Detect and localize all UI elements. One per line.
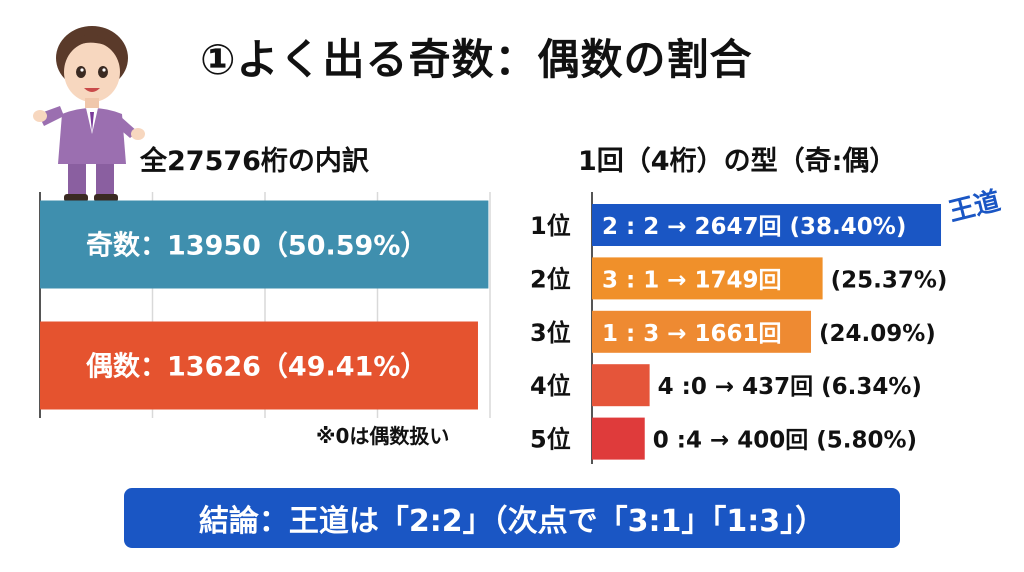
page-title: ①よく出る奇数：偶数の割合 xyxy=(200,35,753,84)
conclusion-banner: 結論：王道は「2:2」（次点で「3:1」「1:3」） xyxy=(124,488,900,548)
bar-outside-label: (24.09%) xyxy=(819,321,936,347)
pattern-ranking-chart: 1位 2 : 2 → 2647回 (38.40%) 2位 3 : 1 → 1749回 (… xyxy=(520,192,970,464)
data-label: 偶数：13626（49.41%） xyxy=(86,352,427,383)
bar-outside-label: 0 :4 → 400回 (5.80%) xyxy=(653,428,917,454)
royal-road-badge: 王道 xyxy=(945,186,1004,228)
bar-rank-4 xyxy=(592,364,650,407)
bar-inside-label: 2 : 2 → 2647回 (38.40%) xyxy=(602,214,906,240)
rank-label: 3位 xyxy=(530,319,571,347)
bar-rank-1 xyxy=(592,204,942,246)
bar-rank-3 xyxy=(592,310,812,353)
bar-outside-label: (25.37%) xyxy=(831,267,948,293)
bar-even xyxy=(40,321,478,410)
bar-outside-label: 4 :0 → 437回 (6.34%) xyxy=(658,374,922,400)
bar-rank-5 xyxy=(592,417,645,460)
data-label: 奇数：13950（50.59%） xyxy=(86,231,427,262)
right-chart-subtitle: 1回（4桁）の型（奇:偶） xyxy=(578,146,897,177)
rank-label: 5位 xyxy=(530,426,571,454)
rank-label: 4位 xyxy=(530,372,571,400)
odd-even-total-chart: 奇数：13950（50.59%） 偶数：13626（49.41%） xyxy=(36,192,506,418)
left-chart-subtitle: 全27576桁の内訳 xyxy=(140,146,369,177)
rank-label: 2位 xyxy=(530,265,571,293)
rank-label: 1位 xyxy=(530,212,571,240)
mascot-illustration xyxy=(30,14,150,204)
bar-inside-label: 3 : 1 → 1749回 xyxy=(602,267,782,293)
bar-rank-2 xyxy=(592,257,823,300)
bar-inside-label: 1 : 3 → 1661回 xyxy=(602,321,782,347)
zero-even-note: ※0は偶数扱い xyxy=(316,424,450,448)
conclusion-text: 結論：王道は「2:2」（次点で「3:1」「1:3」） xyxy=(198,504,826,539)
bar-odd xyxy=(40,200,489,289)
